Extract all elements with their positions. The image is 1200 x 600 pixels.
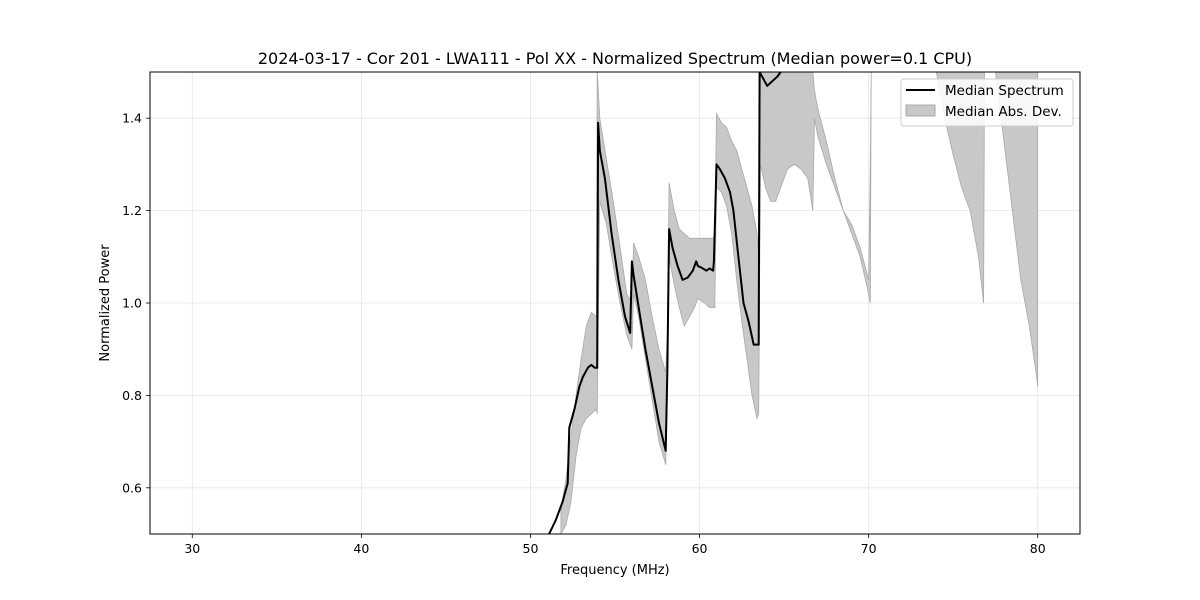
chart-title: 2024-03-17 - Cor 201 - LWA111 - Pol XX -… [258,49,972,68]
y-tick-label: 0.8 [122,388,142,403]
mad-band [560,72,1039,534]
y-axis-ticks: 0.6 0.8 1.0 1.2 1.4 [122,111,150,495]
x-tick-label: 60 [692,541,708,556]
median-spectrum-line [548,72,782,534]
x-tick-label: 50 [523,541,539,556]
x-axis-ticks: 30 40 50 60 70 80 [184,534,1046,556]
legend: Median Spectrum Median Abs. Dev. [900,78,1074,127]
plot-area [548,72,1039,534]
x-tick-label: 30 [184,541,200,556]
y-tick-label: 1.4 [122,111,142,126]
legend-label-median-abs-dev: Median Abs. Dev. [945,104,1062,120]
y-tick-label: 1.0 [122,296,142,311]
x-tick-label: 70 [861,541,877,556]
y-tick-label: 1.2 [122,203,142,218]
legend-band-swatch [905,104,936,117]
x-axis-label: Frequency (MHz) [560,563,669,578]
x-tick-label: 40 [353,541,369,556]
y-axis-label: Normalized Power [98,244,113,362]
legend-label-median-spectrum: Median Spectrum [945,83,1064,99]
legend-box [900,78,1074,127]
y-tick-label: 0.6 [122,480,142,495]
x-tick-label: 80 [1030,541,1046,556]
